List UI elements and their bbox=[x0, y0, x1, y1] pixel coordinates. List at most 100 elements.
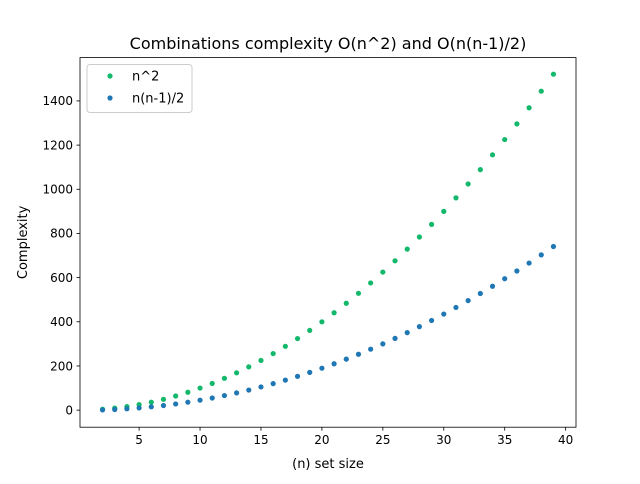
x-tick-label: 40 bbox=[558, 433, 573, 447]
data-point bbox=[502, 276, 508, 282]
y-tick-label: 600 bbox=[50, 271, 73, 285]
x-tick-label: 25 bbox=[375, 433, 390, 447]
data-point bbox=[258, 384, 264, 390]
data-point bbox=[392, 258, 398, 264]
data-point bbox=[136, 405, 142, 411]
series-0 bbox=[99, 71, 557, 412]
data-point bbox=[489, 283, 496, 289]
data-point bbox=[99, 407, 106, 413]
data-point bbox=[270, 350, 276, 357]
chart-title: Combinations complexity O(n^2) and O(n(n… bbox=[130, 34, 527, 53]
legend-frame bbox=[86, 64, 193, 113]
data-point bbox=[148, 399, 154, 405]
data-point bbox=[246, 387, 252, 393]
x-tick-label: 10 bbox=[192, 433, 207, 447]
data-point bbox=[148, 404, 154, 410]
y-tick-label: 400 bbox=[50, 315, 73, 329]
data-point bbox=[355, 290, 362, 296]
data-point bbox=[343, 300, 349, 306]
data-point bbox=[160, 396, 167, 402]
y-axis-ticks: 0 200 400 600 800 1000 1200 1400 bbox=[42, 94, 80, 417]
data-point bbox=[233, 370, 240, 376]
data-point bbox=[404, 246, 410, 252]
plot-area bbox=[99, 71, 557, 413]
data-point bbox=[294, 335, 301, 342]
legend-label: n^2 bbox=[132, 70, 159, 85]
data-point bbox=[233, 390, 240, 396]
x-axis-label: (n) set size bbox=[292, 457, 364, 472]
data-point bbox=[441, 208, 447, 214]
data-point bbox=[368, 346, 374, 352]
data-point bbox=[538, 252, 544, 258]
legend-marker bbox=[107, 73, 113, 79]
data-point bbox=[355, 351, 362, 357]
data-point bbox=[282, 343, 288, 349]
data-point bbox=[514, 121, 520, 127]
data-point bbox=[368, 280, 374, 286]
data-point bbox=[428, 221, 435, 227]
data-point bbox=[112, 406, 118, 413]
data-point bbox=[258, 357, 264, 364]
data-point bbox=[550, 71, 557, 77]
x-tick-label: 35 bbox=[497, 433, 512, 447]
data-point bbox=[221, 375, 228, 381]
data-point bbox=[282, 377, 288, 383]
data-point bbox=[124, 406, 130, 412]
series-1 bbox=[99, 243, 557, 413]
x-tick-label: 30 bbox=[436, 433, 451, 447]
plot-frame bbox=[79, 57, 577, 428]
legend-marker bbox=[107, 95, 113, 101]
data-point bbox=[319, 365, 325, 371]
y-tick-label: 1000 bbox=[42, 183, 73, 197]
data-point bbox=[538, 88, 544, 94]
data-point bbox=[173, 393, 179, 399]
data-point bbox=[477, 290, 483, 297]
data-point bbox=[319, 319, 325, 325]
data-point bbox=[294, 373, 301, 379]
data-point bbox=[380, 269, 386, 275]
data-point bbox=[331, 361, 337, 367]
data-point bbox=[209, 380, 215, 387]
data-point bbox=[526, 105, 532, 111]
data-point bbox=[441, 311, 447, 317]
data-point bbox=[160, 402, 167, 409]
y-tick-label: 200 bbox=[50, 359, 73, 373]
data-point bbox=[514, 268, 520, 274]
data-point bbox=[246, 364, 252, 370]
data-point bbox=[343, 356, 349, 362]
data-point bbox=[185, 389, 191, 395]
data-point bbox=[197, 385, 203, 391]
legend-label: n(n-1)/2 bbox=[132, 92, 184, 107]
data-point bbox=[221, 392, 228, 399]
y-tick-label: 1400 bbox=[42, 94, 73, 108]
x-tick-label: 20 bbox=[314, 433, 329, 447]
data-point bbox=[197, 397, 203, 403]
data-point bbox=[465, 297, 471, 304]
data-point bbox=[428, 317, 435, 324]
data-point bbox=[270, 381, 276, 387]
data-point bbox=[173, 401, 179, 407]
legend: n^2 n(n-1)/2 bbox=[86, 64, 193, 113]
x-tick-label: 15 bbox=[253, 433, 268, 447]
x-axis-ticks: 5 10 15 20 25 30 35 40 bbox=[135, 427, 573, 447]
data-point bbox=[526, 260, 532, 266]
data-point bbox=[392, 335, 398, 341]
y-tick-label: 800 bbox=[50, 227, 73, 241]
data-point bbox=[331, 310, 337, 316]
data-point bbox=[307, 327, 313, 334]
data-point bbox=[550, 243, 557, 250]
data-point bbox=[453, 304, 459, 311]
data-point bbox=[477, 167, 483, 173]
data-point bbox=[380, 341, 386, 347]
y-tick-label: 1200 bbox=[42, 138, 73, 152]
data-point bbox=[489, 152, 496, 158]
data-point bbox=[416, 324, 423, 330]
y-tick-label: 0 bbox=[65, 403, 73, 417]
y-axis-label: Complexity bbox=[16, 205, 31, 279]
data-point bbox=[185, 399, 191, 405]
data-point bbox=[307, 369, 313, 375]
x-tick-label: 5 bbox=[135, 433, 143, 447]
data-point bbox=[502, 136, 508, 143]
